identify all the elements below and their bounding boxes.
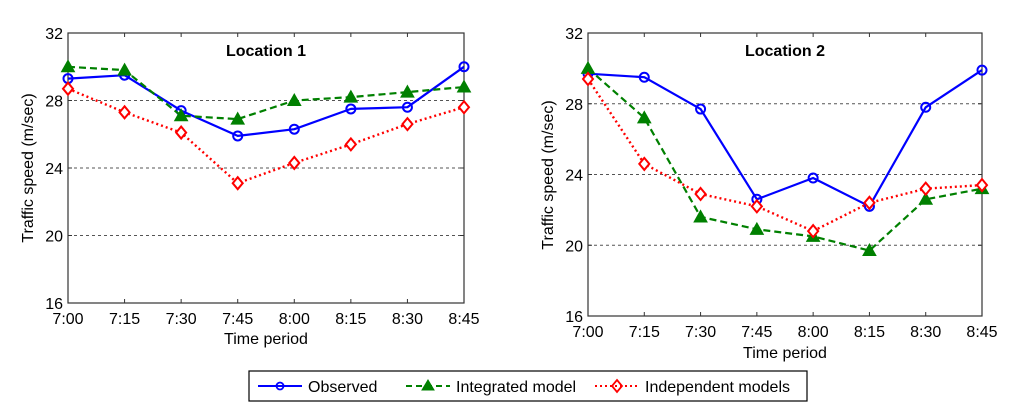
chart-location-2: Location 2 Time period Traffic speed (m/… (540, 26, 998, 362)
data-point-integrated-model (918, 191, 934, 205)
x-tick-label: 7:00 (52, 311, 83, 328)
series-line-observed (67, 65, 465, 137)
x-tick-label: 8:00 (279, 311, 310, 328)
x-tick-label: 7:45 (741, 324, 772, 341)
x-tick-label: 8:30 (910, 324, 941, 341)
legend-box (248, 370, 808, 402)
data-point-independent-models (401, 116, 414, 132)
series-line-independent-models (67, 87, 465, 185)
data-point-integrated-model (693, 209, 708, 223)
data-point-independent-models (287, 155, 301, 171)
series-line-integrated-model (67, 65, 465, 121)
legend-label-independent: Independent models (645, 379, 790, 396)
y-tick-label: 24 (565, 168, 583, 185)
legend-entry-independent: Independent models (595, 378, 790, 396)
x-tick-label: 7:30 (685, 324, 716, 341)
data-point-independent-models (344, 136, 358, 152)
legend-label-observed: Observed (308, 379, 377, 396)
plot-area-frame (587, 32, 983, 317)
data-point-integrated-model (60, 59, 76, 73)
legend-marker-independent (610, 378, 624, 394)
legend-entry-observed: Observed (258, 379, 377, 396)
data-point-independent-models (581, 71, 595, 87)
y-axis-label: Traffic speed (m/sec) (20, 93, 37, 242)
data-point-independent-models (231, 175, 245, 191)
data-point-integrated-model (636, 110, 652, 124)
legend-marker-observed (275, 381, 285, 391)
data-point-observed (401, 101, 413, 113)
data-point-independent-models (637, 156, 651, 172)
x-tick-label: 8:45 (966, 324, 997, 341)
y-tick-label: 28 (565, 97, 583, 114)
data-point-observed (288, 123, 300, 135)
y-tick-label: 24 (45, 161, 63, 178)
chart-title: Location 2 (745, 43, 825, 60)
data-point-integrated-model (400, 84, 415, 98)
data-point-integrated-model (456, 79, 472, 93)
x-tick-label: 8:15 (854, 324, 885, 341)
data-point-integrated-model (117, 62, 132, 76)
legend-marker-integrated (421, 379, 435, 391)
x-axis-label: Time period (224, 331, 308, 348)
data-point-integrated-model (343, 89, 359, 103)
data-point-observed (458, 61, 470, 73)
data-point-observed (638, 71, 650, 83)
y-tick-label: 28 (45, 94, 63, 111)
y-tick-label: 16 (45, 296, 63, 313)
data-point-observed (920, 101, 932, 113)
legend-label-integrated: Integrated model (456, 379, 576, 396)
data-point-independent-models (919, 181, 933, 197)
y-tick-label: 32 (45, 26, 63, 43)
x-tick-label: 8:45 (448, 311, 479, 328)
data-point-independent-models (457, 99, 471, 115)
y-axis-label: Traffic speed (m/sec) (540, 100, 557, 249)
y-tick-label: 16 (565, 309, 583, 326)
legend-entry-integrated: Integrated model (406, 379, 576, 396)
x-tick-label: 7:30 (166, 311, 197, 328)
data-point-observed (695, 103, 707, 115)
data-point-independent-models (806, 223, 820, 239)
data-point-integrated-model (749, 221, 765, 235)
chart-title: Location 1 (226, 43, 306, 60)
data-point-observed (232, 130, 244, 142)
x-tick-label: 7:00 (572, 324, 603, 341)
x-tick-label: 7:15 (109, 311, 140, 328)
data-point-independent-models (118, 104, 131, 120)
x-tick-label: 8:15 (335, 311, 366, 328)
data-point-integrated-model (230, 111, 246, 125)
data-point-independent-models (750, 198, 764, 214)
data-point-observed (807, 172, 819, 184)
series-line-independent-models (586, 78, 983, 233)
data-point-integrated-model (286, 92, 302, 106)
x-tick-label: 8:00 (798, 324, 829, 341)
data-point-integrated-model (862, 243, 877, 257)
chart-location-1: Location 1 Time period Traffic speed (m/… (20, 26, 480, 348)
data-point-independent-models (863, 195, 876, 211)
y-tick-label: 20 (565, 238, 583, 255)
x-tick-label: 8:30 (392, 311, 423, 328)
x-tick-label: 7:15 (629, 324, 660, 341)
data-point-independent-models (975, 177, 989, 193)
data-point-independent-models (174, 125, 188, 141)
series-line-integrated-model (587, 67, 983, 252)
data-point-integrated-model (173, 108, 189, 122)
data-point-independent-models (61, 81, 75, 97)
y-tick-label: 20 (45, 229, 63, 246)
x-axis-label: Time period (743, 345, 827, 362)
series-line-observed (587, 69, 983, 208)
data-point-observed (976, 64, 988, 76)
x-tick-label: 7:45 (222, 311, 253, 328)
data-point-independent-models (694, 186, 707, 202)
data-point-observed (345, 103, 357, 115)
y-tick-label: 32 (565, 26, 583, 43)
legend: Observed Integrated model Independent mo… (248, 370, 808, 402)
